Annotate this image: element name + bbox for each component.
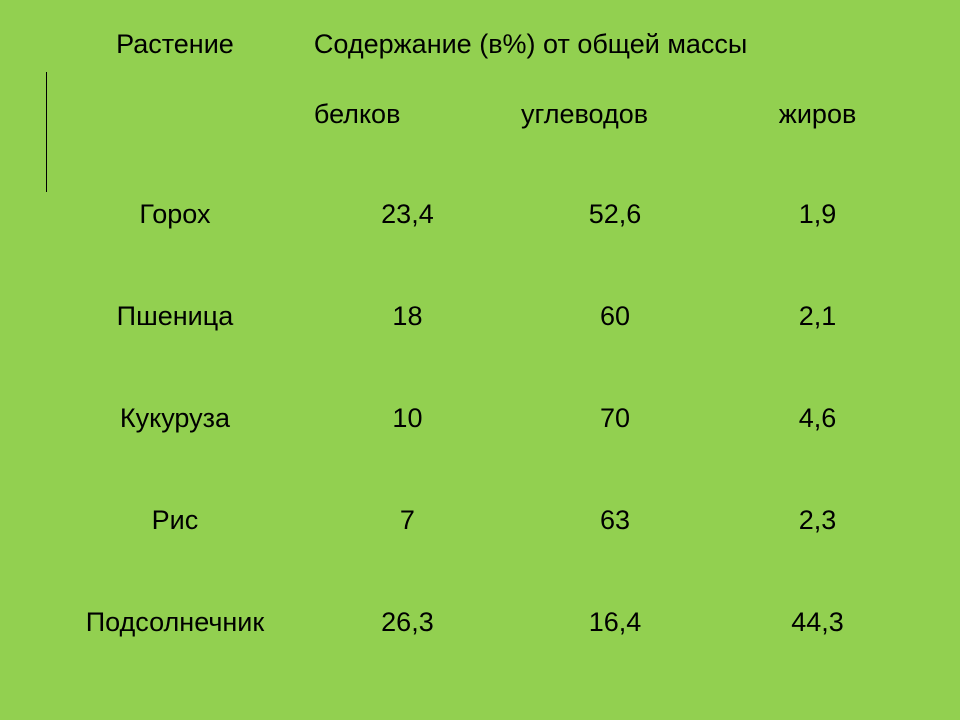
table-row: Рис 7 63 2,3 [46, 504, 916, 606]
subheader-carbs: углеводов [511, 98, 719, 198]
table-row: Пшеница 18 60 2,1 [46, 300, 916, 402]
header-content-group: Содержание (в%) от общей массы [304, 28, 916, 98]
cell-plant-name: Рис [46, 504, 304, 606]
cell-protein: 18 [304, 300, 511, 402]
cell-carb: 63 [511, 504, 719, 606]
cell-plant-name: Горох [46, 198, 304, 300]
cell-protein: 10 [304, 402, 511, 504]
cell-protein: 26,3 [304, 606, 511, 708]
cell-fat: 2,1 [719, 300, 916, 402]
cell-plant-name: Кукуруза [46, 402, 304, 504]
table-header-row: Растение Содержание (в%) от общей массы [46, 28, 916, 98]
table-row: Подсолнечник 26,3 16,4 44,3 [46, 606, 916, 708]
cell-carb: 52,6 [511, 198, 719, 300]
cell-protein: 7 [304, 504, 511, 606]
cell-protein: 23,4 [304, 198, 511, 300]
cell-fat: 44,3 [719, 606, 916, 708]
cell-carb: 16,4 [511, 606, 719, 708]
cell-carb: 60 [511, 300, 719, 402]
cell-fat: 2,3 [719, 504, 916, 606]
cell-carb: 70 [511, 402, 719, 504]
table-subheader-row: белков углеводов жиров [46, 98, 916, 198]
subheader-empty [46, 98, 304, 198]
cell-plant-name: Пшеница [46, 300, 304, 402]
cell-fat: 4,6 [719, 402, 916, 504]
header-plant: Растение [46, 28, 304, 98]
table-row: Горох 23,4 52,6 1,9 [46, 198, 916, 300]
subheader-fats: жиров [719, 98, 916, 198]
cell-fat: 1,9 [719, 198, 916, 300]
nutrition-table: Растение Содержание (в%) от общей массы … [46, 28, 916, 708]
subheader-proteins: белков [304, 98, 511, 198]
table-row: Кукуруза 10 70 4,6 [46, 402, 916, 504]
cell-plant-name: Подсолнечник [46, 606, 304, 708]
